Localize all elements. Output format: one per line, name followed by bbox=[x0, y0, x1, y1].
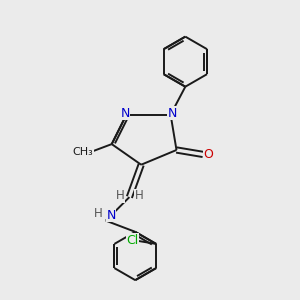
Text: N: N bbox=[167, 107, 177, 120]
Text: N: N bbox=[106, 209, 116, 222]
Text: H: H bbox=[134, 189, 143, 202]
Text: O: O bbox=[203, 148, 213, 161]
Text: CH₃: CH₃ bbox=[73, 147, 93, 158]
Text: N: N bbox=[120, 107, 130, 120]
Text: H: H bbox=[94, 207, 103, 220]
Text: Cl: Cl bbox=[127, 234, 139, 247]
Text: H: H bbox=[116, 189, 124, 202]
